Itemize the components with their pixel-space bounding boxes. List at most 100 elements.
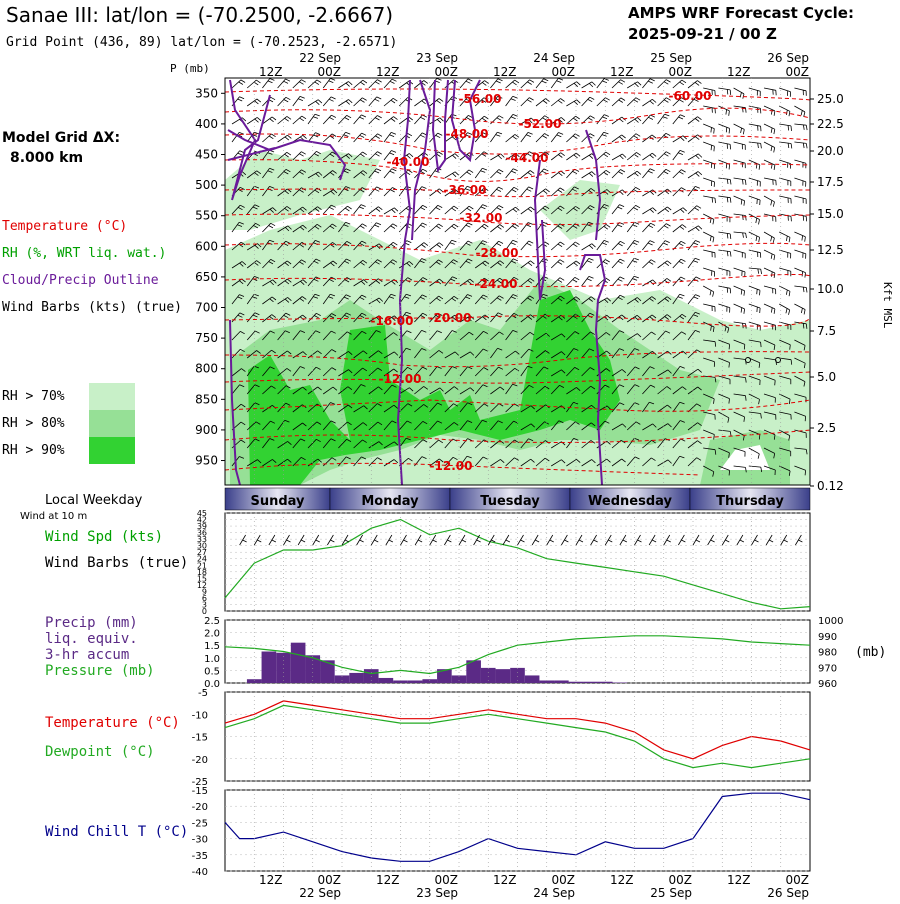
wind-barb [246, 402, 260, 413]
wind-barb [277, 78, 291, 89]
wind-tick-label: 21 [197, 561, 207, 570]
legend-rh90: RH > 90% [2, 443, 65, 458]
wind-barb [596, 368, 611, 377]
pressure-tick-label: 980 [818, 648, 837, 659]
wind-barb [262, 133, 276, 143]
wind-barb [444, 422, 459, 431]
wind-barb [246, 438, 260, 449]
wind-barb [322, 349, 337, 359]
rh80-swatch [89, 410, 135, 437]
page-title: Sanae III: lat/lon = (-70.2500, -2.6667) [6, 3, 393, 27]
surface-wind-barb [341, 534, 350, 546]
temperature-contour-label: -56.00 [459, 92, 502, 106]
wind-barb [474, 240, 488, 251]
wind-barb [703, 105, 716, 114]
legend-rh80: RH > 80% [2, 416, 65, 431]
wind-barb [581, 243, 596, 251]
time-tick-label: 00Z [318, 65, 342, 79]
wind-barb [414, 294, 427, 305]
wind-barb [718, 141, 731, 150]
wind-barb [429, 117, 444, 125]
wind-barb [505, 206, 520, 215]
wind-barb [383, 459, 399, 467]
wind-barb [703, 195, 716, 204]
pressure-axis-label: P (mb) [170, 62, 210, 75]
wind-barb [596, 131, 609, 143]
wind-barb [611, 330, 625, 341]
wind-barb [429, 295, 444, 305]
wind-barb [474, 167, 488, 179]
wind-barb [444, 295, 459, 305]
height-axis-ticks: 25.0 22.5 20.0 17.5 15.0 12.5 10.0 7.5 5.0 2.5 0.1… [810, 92, 844, 493]
precip-bar [495, 669, 511, 683]
wind-barb [535, 366, 549, 377]
wind-barb [794, 393, 807, 403]
temperature-contour-label: -60.00 [669, 89, 712, 103]
wind-barb [262, 279, 277, 287]
wind-barb [763, 447, 776, 459]
wind-barb [490, 153, 505, 161]
wind-barb [550, 384, 565, 395]
wind-barb [794, 465, 806, 476]
wind-barb [672, 366, 685, 377]
wind-barb [429, 312, 443, 323]
precip-bar [510, 667, 525, 683]
wind-barb [292, 79, 306, 89]
wind-barb [566, 331, 580, 341]
wind-barb [277, 330, 290, 341]
wind-barb [414, 312, 428, 323]
height-tick-label: 15.0 [817, 207, 844, 221]
wind-barb [353, 223, 367, 233]
wind-barb [414, 386, 429, 395]
wind-barb [231, 261, 247, 269]
pressure-unit-label: (mb) [855, 645, 886, 660]
surface-wind-barb [692, 534, 701, 546]
precip-tick-label: 0.0 [204, 679, 220, 690]
precip-bar [290, 642, 306, 683]
wind-barb [383, 404, 398, 413]
wind-barb [490, 331, 504, 341]
wind-barb [429, 439, 444, 449]
time-tick-label: 12Z [610, 65, 634, 79]
time-tick-label: 00Z [669, 65, 693, 79]
wind-barb [277, 188, 292, 197]
wind-barb [353, 204, 366, 215]
wind-barb [459, 169, 474, 179]
wind-barb [383, 332, 398, 341]
wind-barb [429, 204, 443, 215]
wind-barb [626, 222, 640, 233]
wind-barb [474, 151, 489, 161]
wind-barb [368, 222, 382, 233]
temp-tick-label: -10 [192, 710, 208, 721]
wind-barb [748, 375, 761, 386]
temperature-contour-label: -32.00 [460, 211, 503, 225]
wind-barb [338, 369, 353, 377]
wind-barb [307, 421, 322, 431]
wind-barb [581, 348, 595, 359]
pressure-tick-label: 450 [195, 148, 218, 162]
temp-tick-label: -25 [192, 777, 208, 788]
wind-barb [748, 249, 762, 258]
wind-barb [733, 375, 747, 383]
wind-barb [748, 429, 761, 440]
time-tick-label: 12Z [610, 873, 634, 887]
precip-bar [276, 652, 291, 683]
wind-barb [718, 285, 731, 294]
wind-tick-label: 39 [197, 522, 207, 531]
wind-barb [611, 423, 627, 431]
wind-barb [733, 267, 746, 277]
wind-barb [307, 151, 321, 161]
wind-barb [322, 204, 336, 215]
surface-wind-barb [283, 534, 291, 546]
wind-barb [550, 277, 565, 287]
wind-barb [353, 132, 367, 143]
wind-barb [338, 99, 353, 107]
wind-barb [474, 348, 488, 359]
wind-barb [703, 267, 715, 277]
wind-barb [459, 278, 474, 287]
wind-barb [368, 168, 382, 179]
legend-rh70: RH > 70% [2, 389, 65, 404]
wind-barb [566, 367, 580, 377]
wind-barb [642, 207, 657, 215]
